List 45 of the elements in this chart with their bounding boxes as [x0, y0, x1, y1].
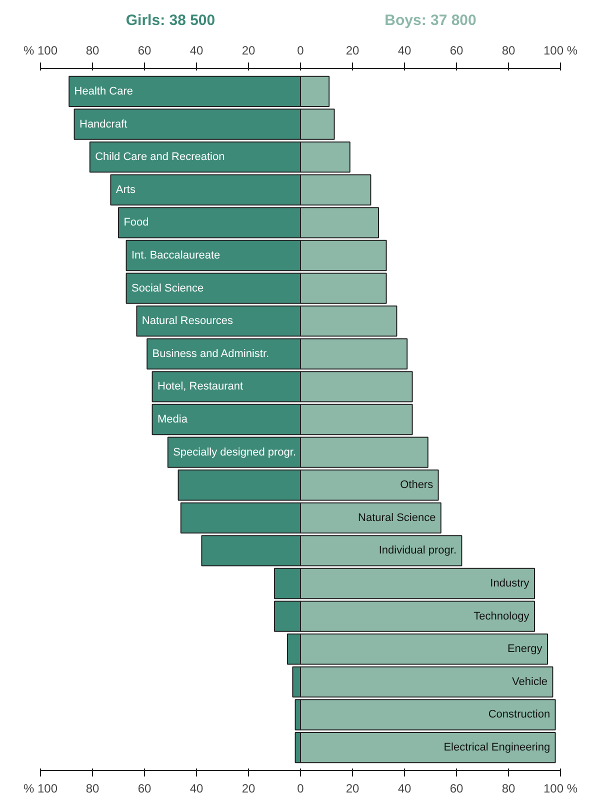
y-tick-label: Social Science — [132, 282, 204, 294]
x-tick-label: % 100 — [23, 44, 58, 58]
x-tick-label: 20 — [346, 44, 360, 58]
x2-tick-label: 0 — [297, 782, 304, 796]
y-tick-label: Industry — [490, 578, 530, 590]
x2-tick-label: 80 — [86, 782, 100, 796]
x-tick-label: 80 — [502, 44, 516, 58]
x2-tick-label: 40 — [398, 782, 412, 796]
x-tick-label: 0 — [297, 44, 304, 58]
y-tick-label: Child Care and Recreation — [95, 151, 225, 164]
y-tick-label: Media — [158, 414, 188, 426]
x-tick-label: 80 — [86, 44, 100, 58]
x-tick-label: 60 — [138, 44, 152, 58]
y-tick-label: Natural Resources — [142, 315, 234, 328]
x2-tick-label: 60 — [138, 782, 152, 796]
text: Girls: 38 500 — [126, 12, 216, 29]
x-tick-label: 100 % — [543, 44, 578, 58]
y-tick-label: Specially designed progr. — [173, 446, 296, 458]
x2-tick-label: % 100 — [23, 782, 58, 796]
y-tick-label: Electrical Engineering — [444, 742, 550, 754]
y-tick-label: Food — [124, 216, 149, 229]
x2-tick-label: 60 — [450, 782, 464, 796]
x2-tick-label: 20 — [346, 782, 360, 796]
text: Boys: 37 800 — [384, 12, 476, 29]
y-tick-label: Arts — [116, 184, 136, 196]
x-tick-label: 60 — [450, 44, 464, 58]
y-tick-label: Int. Baccalaureate — [132, 249, 220, 262]
x2-tick-label: 40 — [190, 782, 204, 796]
y-tick-label: Technology — [474, 610, 530, 622]
x-tick-label: 20 — [242, 44, 256, 58]
x2-tick-label: 80 — [502, 782, 516, 796]
y-tick-label: Hotel, Restaurant — [158, 380, 244, 393]
y-tick-label: Business and Administr. — [152, 348, 270, 360]
y-tick-label: Individual progr. — [378, 544, 457, 557]
y-tick-label: Handcraft — [80, 118, 128, 130]
y-tick-label: Health Care — [74, 85, 134, 98]
y-tick-label: Natural Science — [358, 512, 436, 524]
x2-tick-label: 20 — [242, 782, 256, 796]
y-tick-label: Others — [400, 479, 434, 492]
x-tick-label: 40 — [190, 44, 204, 58]
y-tick-label: Energy — [507, 643, 543, 656]
x-tick-label: 40 — [398, 44, 412, 58]
x2-tick-label: 100 % — [543, 782, 578, 796]
y-tick-label: Vehicle — [512, 676, 548, 688]
y-tick-label: Construction — [488, 708, 550, 721]
